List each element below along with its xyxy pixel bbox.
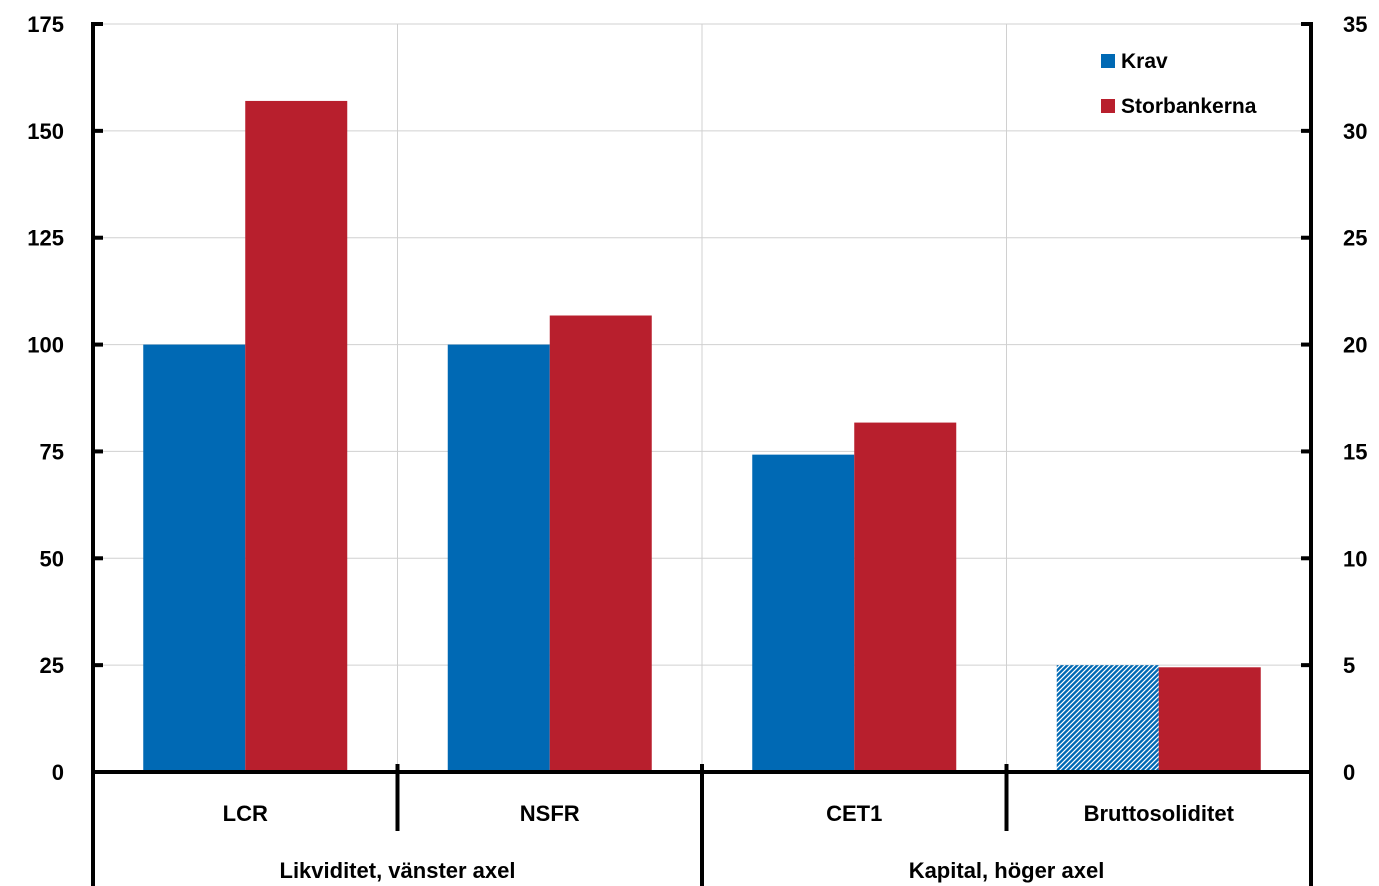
group-label: Likviditet, vänster axel <box>280 858 516 883</box>
bar-storbankerna-nsfr <box>549 315 652 772</box>
category-label: CET1 <box>826 801 882 826</box>
category-label: LCR <box>223 801 268 826</box>
left-axis-tick-labels: 0 25 50 75 100 125 150 175 <box>27 12 64 785</box>
legend-label: Storbankerna <box>1121 95 1257 118</box>
bar-storbankerna-bruttosoliditet <box>1158 667 1261 772</box>
group-labels: Likviditet, vänster axel Kapital, höger a… <box>280 858 1105 883</box>
bar-krav-nsfr <box>447 344 550 772</box>
left-tick-label: 100 <box>27 333 64 358</box>
right-axis-tick-labels: 0 5 10 15 20 25 30 35 <box>1343 12 1367 785</box>
category-labels: LCR NSFR CET1 Bruttosoliditet <box>223 801 1235 826</box>
left-tick-label: 150 <box>27 119 64 144</box>
legend-swatch-krav <box>1101 54 1115 68</box>
bar-krav-cet1 <box>752 454 855 772</box>
axes <box>91 22 1313 886</box>
left-tick-label: 75 <box>40 439 64 464</box>
legend-label: Krav <box>1121 50 1168 73</box>
right-tick-label: 35 <box>1343 12 1367 37</box>
bar-storbankerna-cet1 <box>854 422 957 772</box>
legend: Krav Storbankerna <box>1101 50 1257 118</box>
right-tick-label: 20 <box>1343 333 1367 358</box>
bar-storbankerna-lcr <box>245 100 348 773</box>
right-tick-label: 10 <box>1343 546 1367 571</box>
left-tick-label: 25 <box>40 653 64 678</box>
right-tick-label: 30 <box>1343 119 1367 144</box>
right-tick-label: 5 <box>1343 653 1355 678</box>
right-tick-label: 25 <box>1343 226 1367 251</box>
right-tick-label: 15 <box>1343 439 1367 464</box>
left-tick-label: 175 <box>27 12 64 37</box>
category-label: NSFR <box>520 801 580 826</box>
left-tick-label: 50 <box>40 546 64 571</box>
group-label: Kapital, höger axel <box>909 858 1105 883</box>
legend-swatch-storbankerna <box>1101 99 1115 113</box>
bars <box>143 100 1261 773</box>
bar-krav-lcr <box>143 344 246 772</box>
bar-krav-bruttosoliditet <box>1056 665 1159 772</box>
right-tick-label: 0 <box>1343 760 1355 785</box>
left-tick-label: 0 <box>52 760 64 785</box>
category-label: Bruttosoliditet <box>1084 801 1235 826</box>
left-tick-label: 125 <box>27 226 64 251</box>
